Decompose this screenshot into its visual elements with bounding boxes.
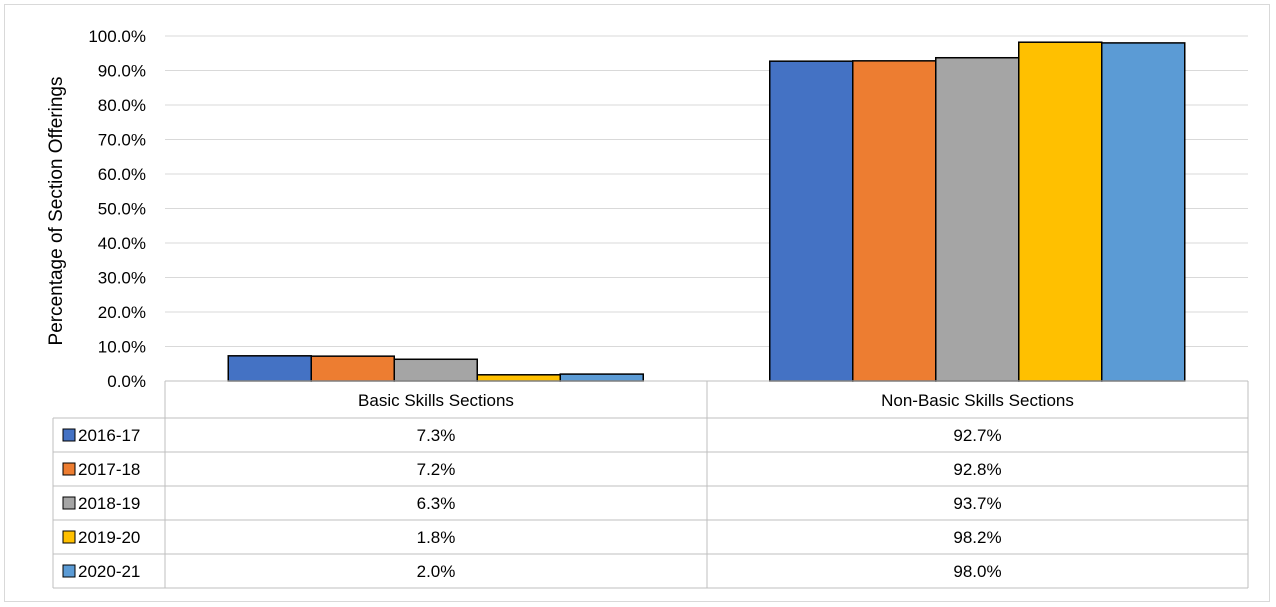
y-tick-label: 30.0% (98, 269, 146, 288)
bar-2019-20-basic (476, 374, 561, 382)
bars (227, 41, 1186, 382)
legend-swatch (62, 428, 76, 442)
legend-entry: 2019-20 (78, 528, 140, 547)
y-tick-label: 40.0% (98, 234, 146, 253)
y-tick-label: 0.0% (107, 372, 146, 391)
legend-entry: 2016-17 (78, 426, 140, 445)
bar-2018-19-non-basic (935, 56, 1020, 382)
bar-2020-21-basic (559, 373, 644, 382)
data-label: 7.3% (417, 426, 456, 445)
y-tick-label: 20.0% (98, 303, 146, 322)
y-tick-label: 90.0% (98, 62, 146, 81)
legend-swatch (62, 530, 76, 544)
data-label: 1.8% (417, 528, 456, 547)
bar-2018-19-basic (393, 358, 478, 382)
legend-entry: 2017-18 (78, 460, 140, 479)
y-tick-label: 100.0% (88, 27, 146, 46)
y-tick-label: 10.0% (98, 338, 146, 357)
data-label: 93.7% (953, 494, 1001, 513)
category-label: Non-Basic Skills Sections (881, 391, 1074, 410)
bar-2016-17-non-basic (769, 60, 854, 382)
data-label: 98.2% (953, 528, 1001, 547)
data-label: 2.0% (417, 562, 456, 581)
data-label: 92.8% (953, 460, 1001, 479)
y-tick-label: 60.0% (98, 165, 146, 184)
data-label: 7.2% (417, 460, 456, 479)
data-label: 98.0% (953, 562, 1001, 581)
bar-2020-21-non-basic (1101, 42, 1186, 382)
category-label: Basic Skills Sections (358, 391, 514, 410)
y-tick-label: 70.0% (98, 131, 146, 150)
bar-2016-17-basic (227, 355, 312, 382)
legend-entry: 2020-21 (78, 562, 140, 581)
data-label: 92.7% (953, 426, 1001, 445)
data-label: 6.3% (417, 494, 456, 513)
legend-entry: 2018-19 (78, 494, 140, 513)
legend-swatch (62, 496, 76, 510)
y-tick-label: 50.0% (98, 200, 146, 219)
legend-swatch (62, 564, 76, 578)
y-axis-label: Percentage of Section Offerings (46, 77, 67, 346)
y-tick-label: 80.0% (98, 96, 146, 115)
y-axis-ticks: 0.0% 10.0% 20.0% 30.0% 40.0% 50.0% 60.0% 70.0% 8… (88, 27, 146, 391)
data-table: Basic Skills Sections Non-Basic Skills Se… (52, 380, 1249, 589)
bar-2019-20-non-basic (1018, 41, 1103, 382)
legend-swatch (62, 462, 76, 476)
bar-2017-18-basic (310, 355, 395, 382)
bar-2017-18-non-basic (852, 60, 937, 382)
